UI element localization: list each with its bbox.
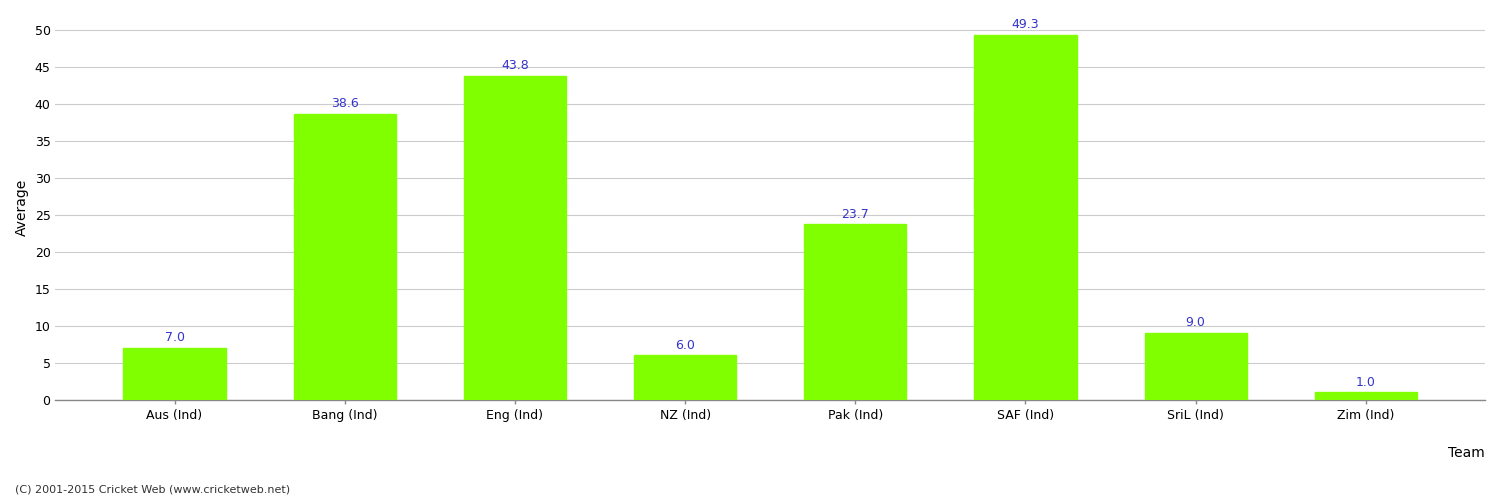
Text: 7.0: 7.0 [165, 332, 184, 344]
Text: Team: Team [1448, 446, 1485, 460]
Text: 38.6: 38.6 [332, 98, 358, 110]
Bar [294, 114, 396, 400]
Bar [975, 35, 1077, 400]
Text: 49.3: 49.3 [1011, 18, 1040, 32]
Y-axis label: Average: Average [15, 179, 28, 236]
Text: 23.7: 23.7 [842, 208, 868, 220]
Text: 43.8: 43.8 [501, 59, 530, 72]
Bar [804, 224, 906, 400]
Bar [1144, 333, 1246, 400]
Bar [123, 348, 225, 400]
Text: (C) 2001-2015 Cricket Web (www.cricketweb.net): (C) 2001-2015 Cricket Web (www.cricketwe… [15, 485, 290, 495]
Text: 6.0: 6.0 [675, 338, 694, 351]
Bar [1316, 392, 1418, 400]
Bar [464, 76, 566, 400]
Bar [634, 356, 736, 400]
Text: 1.0: 1.0 [1356, 376, 1376, 388]
Text: 9.0: 9.0 [1185, 316, 1206, 330]
